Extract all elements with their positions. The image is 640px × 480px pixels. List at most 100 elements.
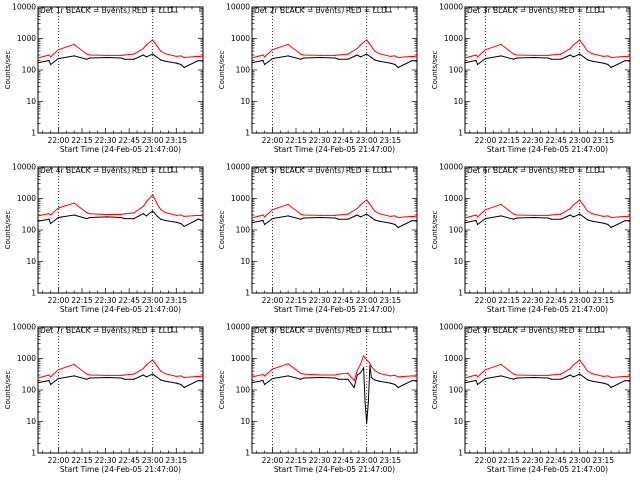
point-lld [416, 375, 418, 377]
point-events [397, 226, 399, 229]
x-tick-label: 22:00 [48, 296, 70, 305]
point-lld [475, 214, 477, 216]
point-lld [513, 53, 515, 55]
x-axis-label: Start Time (24-Feb-05 21:47:00) [487, 145, 608, 154]
point-lld [397, 216, 399, 219]
point-lld [123, 374, 125, 376]
point-lld [175, 375, 177, 377]
point-events [300, 58, 302, 60]
point-lld [397, 56, 399, 59]
x-tick-label: 22:00 [48, 456, 70, 465]
point-lld [607, 55, 609, 57]
x-tick-label: 22:45 [332, 456, 354, 465]
point-lld [513, 213, 515, 215]
y-tick-label: 100 [449, 66, 464, 75]
y-tick-label: 1000 [17, 194, 36, 203]
point-events [629, 380, 631, 382]
point-lld [366, 359, 368, 361]
point-lld [120, 213, 122, 216]
point-lld [394, 55, 396, 57]
point-lld [587, 210, 589, 212]
point-events [334, 217, 336, 219]
point-lld [48, 374, 50, 376]
panel-det-9: Det 9r BLACK = Events, RED = LLD 1 10 100 10… [431, 323, 631, 474]
point-lld [202, 215, 204, 217]
point-lld [500, 363, 502, 365]
series-events [251, 213, 418, 229]
point-events [587, 219, 589, 221]
point-events [57, 58, 60, 60]
point-events [183, 386, 185, 389]
point-events [607, 63, 609, 66]
panel-title: Det 1r BLACK = Events, RED = LLD [40, 6, 173, 15]
point-events [378, 220, 380, 222]
point-events [416, 380, 418, 382]
point-lld [123, 213, 125, 215]
point-lld [271, 49, 273, 51]
x-tick-label: 22:30 [309, 456, 331, 465]
point-lld [363, 355, 365, 357]
point-events [303, 217, 305, 219]
point-lld [160, 208, 162, 210]
point-lld [123, 54, 125, 56]
point-events [602, 222, 604, 224]
point-events [560, 218, 562, 220]
series-lld [251, 39, 418, 59]
point-events [416, 220, 418, 222]
panel-det-1: Det 1r BLACK = Events, RED = LLD 1 10 100 10… [4, 3, 204, 154]
point-events [516, 57, 518, 59]
point-events [337, 58, 339, 60]
point-events [607, 383, 609, 386]
x-tick-label: 23:00 [356, 296, 378, 305]
point-lld [175, 55, 177, 58]
point-lld [106, 54, 108, 57]
x-axis-label: Start Time (24-Feb-05 21:47:00) [60, 145, 181, 154]
point-events [262, 379, 264, 382]
x-tick-label: 22:45 [118, 136, 140, 145]
point-lld [484, 369, 486, 371]
point-events [160, 218, 162, 220]
point-lld [378, 372, 380, 374]
point-lld [591, 53, 593, 55]
point-events [477, 223, 479, 226]
point-lld [156, 45, 158, 48]
point-lld [57, 207, 60, 209]
x-axis-label: Start Time (24-Feb-05 21:47:00) [274, 145, 395, 154]
plot-frame [464, 326, 631, 454]
point-events [533, 376, 535, 379]
x-tick-label: 23:15 [165, 456, 187, 465]
point-events [106, 376, 108, 379]
point-lld [356, 369, 358, 371]
point-lld [120, 54, 122, 57]
point-lld [160, 370, 162, 372]
point-events [120, 216, 122, 219]
point-lld [251, 217, 253, 219]
point-events [156, 215, 158, 217]
point-lld [569, 47, 571, 50]
point-events [610, 66, 612, 69]
point-events [583, 216, 586, 219]
point-events [89, 216, 91, 219]
point-events [180, 383, 182, 386]
y-tick-label: 1 [31, 449, 36, 458]
point-lld [547, 374, 549, 376]
point-events [37, 382, 39, 384]
point-lld [370, 365, 372, 367]
point-events [175, 382, 177, 384]
point-lld [533, 54, 535, 57]
point-lld [180, 214, 182, 216]
point-lld [251, 57, 253, 59]
y-tick-label: 10 [453, 417, 463, 426]
point-lld [370, 205, 372, 207]
point-events [152, 53, 154, 55]
point-lld [560, 373, 562, 375]
point-lld [202, 56, 204, 58]
point-events [251, 222, 253, 224]
point-lld [180, 375, 182, 377]
point-events [145, 215, 147, 217]
plot-frame [251, 166, 418, 294]
x-axis-label: Start Time (24-Feb-05 21:47:00) [274, 465, 395, 474]
point-events [587, 59, 589, 61]
panel-title: Det 5r BLACK = Events, RED = LLD [254, 166, 387, 175]
point-events [397, 386, 399, 389]
